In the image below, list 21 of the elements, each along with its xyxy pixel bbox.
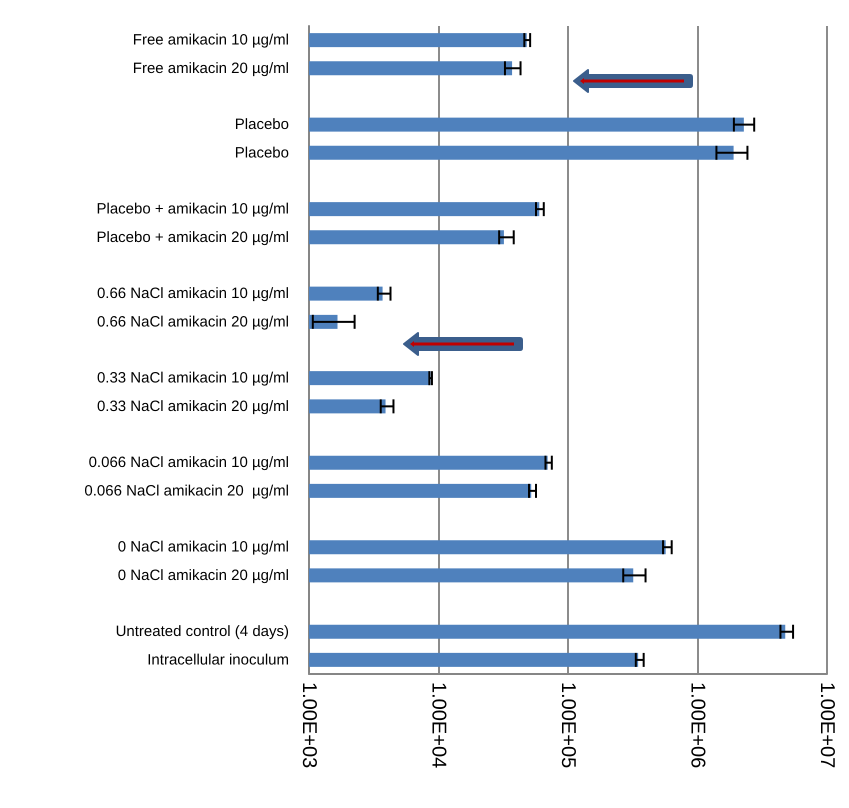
y-tick-label: 0 NaCl amikacin 10 µg/ml	[118, 538, 289, 556]
y-tick-label: 0.33 NaCl amikacin 10 µg/ml	[96, 370, 289, 387]
y-tick-label: Placebo	[234, 144, 289, 162]
x-tick-label: 1.00E+06	[686, 682, 708, 768]
y-tick-label: 0.66 NaCl amikacin 20 µg/ml	[96, 313, 289, 330]
y-tick-label: 0.66 NaCl amikacin 10 µg/ml	[96, 285, 289, 302]
y-tick-label: 0.066 NaCl amikacin 20 µg/ml	[84, 482, 289, 500]
y-tick-label: Placebo	[234, 116, 289, 134]
y-tick-label: 0.33 NaCl amikacin 20 µg/ml	[96, 398, 289, 415]
x-tick-label: 1.00E+07	[816, 682, 838, 768]
y-tick-label: Free amikacin 20 µg/ml	[132, 60, 289, 77]
x-tick-label: 1.00E+03	[298, 682, 320, 768]
y-tick-label: Free amikacin 10 µg/ml	[132, 32, 289, 49]
x-tick-label: 1.00E+05	[557, 682, 579, 768]
y-tick-label: Placebo + amikacin 10 µg/ml	[96, 200, 289, 218]
y-tick-label: Intracellular inoculum	[147, 651, 289, 668]
y-tick-label: 0 NaCl amikacin 20 µg/ml	[118, 566, 289, 584]
y-tick-label: Untreated control (4 days)	[116, 623, 289, 640]
y-tick-label: Placebo + amikacin 20 µg/ml	[96, 228, 289, 246]
x-tick-label: 1.00E+04	[428, 682, 450, 768]
y-tick-label: 0.066 NaCl amikacin 10 µg/ml	[88, 454, 289, 472]
